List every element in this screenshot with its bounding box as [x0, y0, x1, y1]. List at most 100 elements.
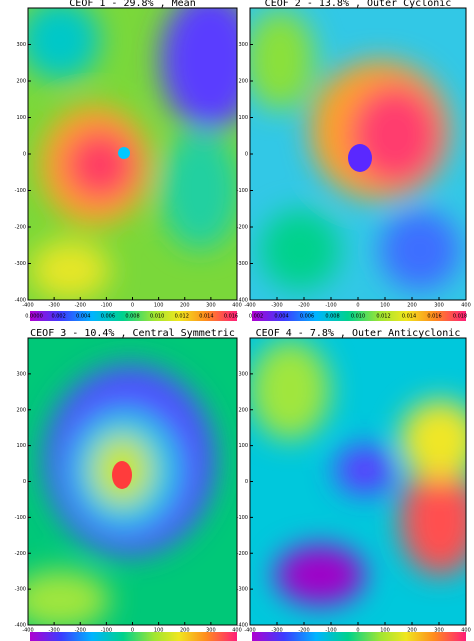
- x-tick-label: -400: [244, 303, 255, 309]
- y-tick-label: -200: [15, 225, 26, 231]
- y-tick-label: 0: [245, 152, 248, 158]
- x-tick-label: 100: [154, 628, 164, 634]
- x-tick-label: -100: [101, 303, 112, 309]
- colorbar-label: 0.004: [76, 314, 90, 320]
- x-tick-label: -100: [325, 303, 336, 309]
- colorbar-label: 0.006: [300, 314, 314, 320]
- panel-title: CEOF 2 - 13.8% , Outer Cyclonic: [265, 0, 452, 9]
- y-tick-label: 200: [16, 407, 26, 413]
- x-tick-label: 300: [206, 303, 216, 309]
- x-tick-label: -200: [298, 303, 309, 309]
- colorbar-label: 0.012: [376, 314, 390, 320]
- y-tick-label: -400: [15, 623, 26, 629]
- x-tick-label: -400: [22, 628, 33, 634]
- field-map: [28, 338, 237, 625]
- y-tick-label: 300: [16, 371, 26, 377]
- y-tick-label: -300: [237, 261, 248, 267]
- y-tick-label: -400: [15, 298, 26, 304]
- x-tick-label: 300: [434, 303, 444, 309]
- colorbar: [30, 632, 237, 641]
- x-tick-label: -400: [22, 303, 33, 309]
- y-tick-label: -300: [15, 261, 26, 267]
- colorbar-label: 0.014: [199, 314, 213, 320]
- y-tick-label: 300: [238, 42, 248, 48]
- y-tick-label: 200: [238, 79, 248, 85]
- y-tick-label: 100: [238, 443, 248, 449]
- y-tick-label: -100: [237, 515, 248, 521]
- y-tick-label: 0: [23, 479, 26, 485]
- x-tick-label: 100: [380, 303, 390, 309]
- x-tick-label: 0: [131, 303, 134, 309]
- colorbar-label: 0.008: [325, 314, 339, 320]
- x-tick-label: 200: [407, 303, 417, 309]
- y-tick-label: -100: [237, 188, 248, 194]
- panel-title: CEOF 3 - 10.4% , Central Symmetric: [30, 328, 235, 339]
- colorbar-label: 0.004: [274, 314, 288, 320]
- x-tick-label: 100: [380, 628, 390, 634]
- x-tick-label: -100: [101, 628, 112, 634]
- x-tick-label: 100: [154, 303, 164, 309]
- colorbar-label: 0.006: [101, 314, 115, 320]
- panel-title: CEOF 4 - 7.8% , Outer Anticyclonic: [256, 328, 461, 339]
- colorbar-label: 0.0000: [25, 314, 43, 320]
- y-tick-label: 100: [238, 115, 248, 121]
- y-tick-label: -200: [237, 225, 248, 231]
- y-tick-label: -300: [15, 587, 26, 593]
- field-map: [250, 8, 466, 300]
- y-tick-label: -400: [237, 298, 248, 304]
- colorbar-label: 0.008: [125, 314, 139, 320]
- x-tick-label: -300: [271, 303, 282, 309]
- x-tick-label: -300: [48, 303, 59, 309]
- x-tick-label: 400: [461, 303, 471, 309]
- x-tick-label: -400: [244, 628, 255, 634]
- colorbar-label: 0.016: [224, 314, 238, 320]
- x-tick-label: 200: [180, 628, 190, 634]
- colorbar: [252, 311, 466, 321]
- y-tick-label: 0: [245, 479, 248, 485]
- colorbar-label: 0.010: [150, 314, 164, 320]
- x-tick-label: -200: [298, 628, 309, 634]
- x-tick-label: 400: [232, 628, 242, 634]
- colorbar-label: 0.002: [51, 314, 65, 320]
- x-tick-label: -300: [271, 628, 282, 634]
- x-tick-label: -200: [75, 303, 86, 309]
- colorbar-label: 0.014: [402, 314, 416, 320]
- y-tick-label: 100: [16, 115, 26, 121]
- field-map: [28, 8, 237, 300]
- x-tick-label: 0: [131, 628, 134, 634]
- y-tick-label: -100: [15, 515, 26, 521]
- x-tick-label: 300: [206, 628, 216, 634]
- y-tick-label: 300: [16, 42, 26, 48]
- x-tick-label: 0: [356, 628, 359, 634]
- colorbar-label: 0.018: [453, 314, 467, 320]
- y-tick-label: 200: [238, 407, 248, 413]
- field-map: [250, 338, 466, 625]
- colorbars: [30, 311, 466, 641]
- y-tick-label: -400: [237, 623, 248, 629]
- x-tick-label: -100: [325, 628, 336, 634]
- panel-title: CEOF 1 - 29.8% , Mean: [69, 0, 195, 9]
- colorbar-label: 0.010: [351, 314, 365, 320]
- x-tick-label: 200: [180, 303, 190, 309]
- colorbar-label: 0.002: [249, 314, 263, 320]
- x-tick-label: 400: [461, 628, 471, 634]
- x-tick-label: 200: [407, 628, 417, 634]
- y-tick-label: -100: [15, 188, 26, 194]
- colorbar: [30, 311, 237, 321]
- y-tick-label: -200: [237, 551, 248, 557]
- y-tick-label: -200: [15, 551, 26, 557]
- y-tick-label: 200: [16, 79, 26, 85]
- y-tick-label: 100: [16, 443, 26, 449]
- y-tick-label: 300: [238, 371, 248, 377]
- colorbar: [252, 632, 466, 641]
- y-tick-label: -300: [237, 587, 248, 593]
- x-tick-label: 0: [356, 303, 359, 309]
- colorbar-label: 0.016: [427, 314, 441, 320]
- x-tick-label: -200: [75, 628, 86, 634]
- colorbar-label: 0.012: [175, 314, 189, 320]
- x-tick-label: 400: [232, 303, 242, 309]
- x-tick-label: 300: [434, 628, 444, 634]
- y-tick-label: 0: [23, 152, 26, 158]
- x-tick-label: -300: [48, 628, 59, 634]
